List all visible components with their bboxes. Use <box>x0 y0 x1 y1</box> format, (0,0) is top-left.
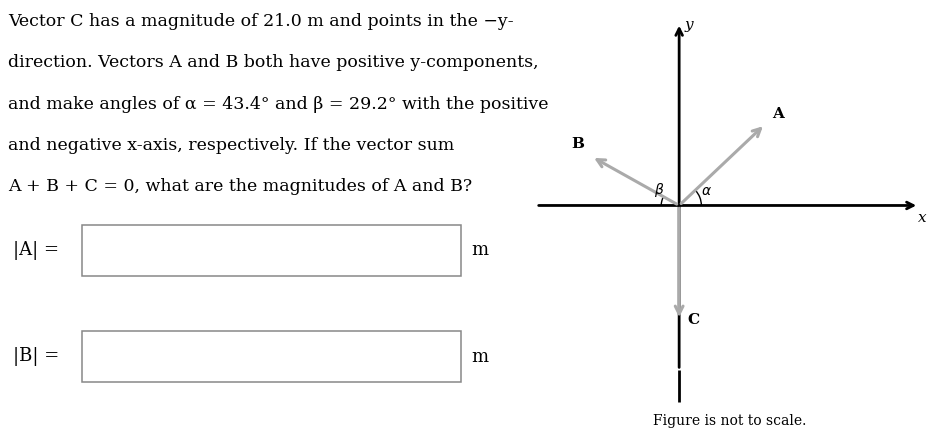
Text: |B| =: |B| = <box>13 347 60 366</box>
Text: m: m <box>472 241 488 259</box>
Text: Vector C has a magnitude of 21.0 m and points in the −y-: Vector C has a magnitude of 21.0 m and p… <box>7 13 514 30</box>
Text: A + B + C = 0, what are the magnitudes of A and B?: A + B + C = 0, what are the magnitudes o… <box>7 178 472 195</box>
Text: direction. Vectors A and B both have positive y-components,: direction. Vectors A and B both have pos… <box>7 54 539 71</box>
Text: y: y <box>684 18 692 32</box>
Text: m: m <box>472 348 488 365</box>
Text: and make angles of α = 43.4° and β = 29.2° with the positive: and make angles of α = 43.4° and β = 29.… <box>7 96 548 113</box>
Text: Figure is not to scale.: Figure is not to scale. <box>652 414 806 428</box>
Text: $\alpha$: $\alpha$ <box>701 184 712 198</box>
Text: and negative x-axis, respectively. If the vector sum: and negative x-axis, respectively. If th… <box>7 137 454 154</box>
Text: C: C <box>688 313 700 327</box>
FancyBboxPatch shape <box>82 331 460 382</box>
FancyBboxPatch shape <box>82 225 460 276</box>
Text: $\beta$: $\beta$ <box>654 181 665 199</box>
Text: B: B <box>571 137 584 151</box>
Text: x: x <box>918 211 927 225</box>
Text: |A| =: |A| = <box>13 241 59 260</box>
Text: A: A <box>773 107 784 120</box>
